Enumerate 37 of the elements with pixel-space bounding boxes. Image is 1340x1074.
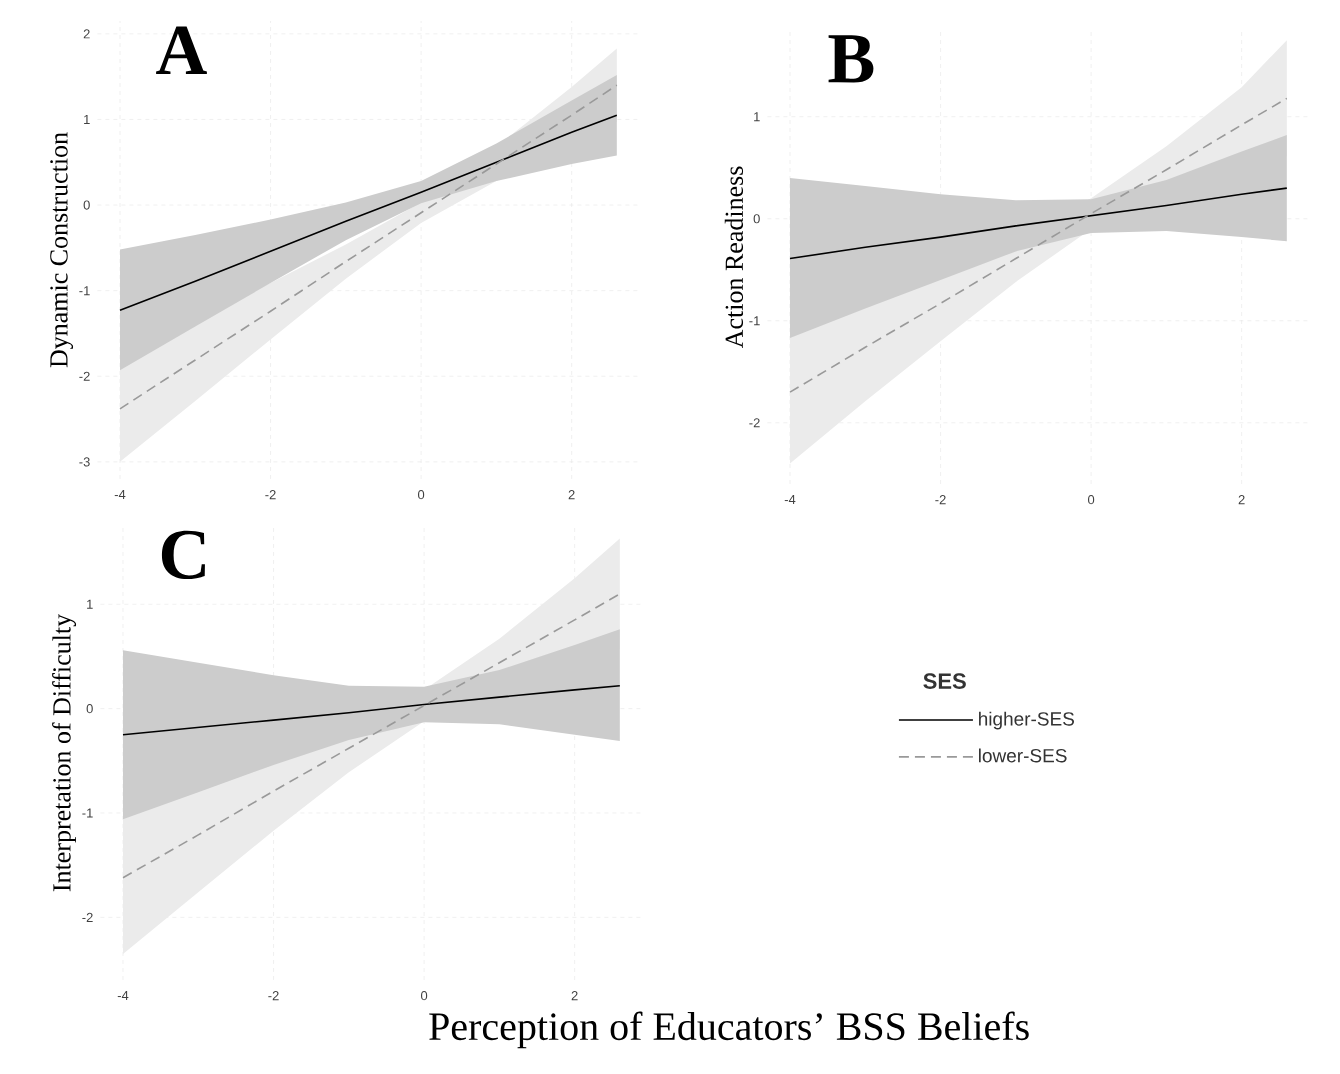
y-tick-label: -2 — [749, 418, 760, 428]
x-tick-label: -2 — [265, 490, 276, 500]
x-tick-label: 0 — [1087, 495, 1095, 505]
y-tick-label: -2 — [82, 912, 93, 922]
y-tick-label: -1 — [82, 808, 93, 818]
y-tick-label: 0 — [86, 704, 93, 714]
y-axis-title: Action Readiness — [724, 166, 744, 349]
x-tick-label: -4 — [117, 991, 129, 1000]
y-tick-label: 2 — [83, 29, 90, 39]
line-series — [789, 97, 1288, 393]
x-axis-title: Perception of Educators’ BSS Beliefs — [429, 1011, 1029, 1049]
legend-title: SES — [923, 673, 966, 689]
y-axis-title: Dynamic Construction — [50, 132, 74, 368]
x-tick-label: -4 — [114, 490, 126, 500]
y-tick-label: 1 — [87, 599, 93, 609]
x-tick-label: 2 — [1238, 495, 1245, 505]
y-tick-label: 0 — [83, 200, 90, 210]
x-tick-label: 0 — [420, 991, 428, 1001]
y-tick-label: -1 — [79, 286, 90, 296]
legend-label: lower-SES — [979, 748, 1067, 763]
x-tick-label: -2 — [268, 991, 279, 1001]
x-tick-label: 0 — [417, 490, 425, 500]
x-tick-label: 2 — [568, 490, 575, 500]
chart-title: B — [828, 35, 874, 83]
legend-label: higher-SES — [979, 711, 1074, 730]
chart-title: C — [161, 530, 205, 580]
y-axis-title: Interpretation of Difficulty — [52, 613, 77, 892]
y-tick-label: 1 — [84, 114, 90, 124]
y-tick-label: 0 — [753, 214, 760, 224]
y-tick-label: 1 — [754, 112, 760, 122]
x-tick-label: 2 — [571, 991, 578, 1001]
x-tick-label: -2 — [935, 495, 946, 505]
y-tick-label: -1 — [749, 316, 760, 326]
chart-title: A — [156, 26, 207, 74]
y-tick-label: -2 — [79, 371, 90, 381]
x-tick-label: -4 — [784, 495, 796, 505]
y-tick-label: -3 — [79, 457, 90, 467]
